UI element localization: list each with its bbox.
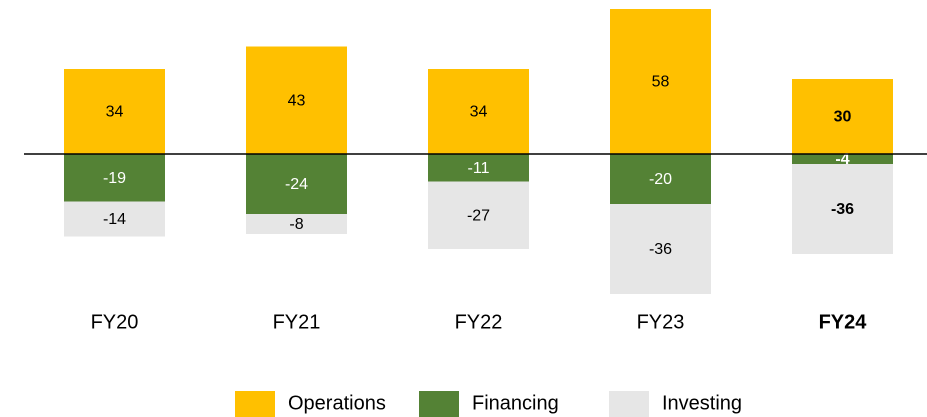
data-label: -36: [831, 201, 854, 218]
data-label: -24: [285, 176, 308, 193]
data-label: -20: [649, 171, 672, 188]
bar-segment: [610, 204, 711, 294]
data-label: -14: [103, 211, 126, 228]
x-tick-label: FY23: [637, 311, 685, 333]
data-label: 58: [652, 74, 670, 91]
legend-swatch: [419, 391, 459, 417]
data-label: -36: [649, 241, 672, 258]
x-tick-label: FY24: [819, 311, 868, 333]
bar-segment: [246, 214, 347, 234]
bar-segment: [246, 46, 347, 154]
bar-segment: [792, 79, 893, 154]
bar-segment: [428, 181, 529, 249]
data-label: -27: [467, 207, 490, 224]
data-label: -11: [468, 160, 490, 177]
bar-segment: [64, 154, 165, 202]
bar-segment: [428, 69, 529, 154]
data-label: -4: [835, 151, 849, 168]
legend-swatch: [609, 391, 649, 417]
bar-segment: [64, 201, 165, 237]
bar-segment: [792, 164, 893, 254]
data-label: -19: [103, 170, 126, 187]
legend-label: Financing: [472, 392, 559, 414]
legend-swatch: [235, 391, 275, 417]
bar-segment: [610, 154, 711, 204]
bar-segment: [610, 9, 711, 154]
legend-label: Operations: [288, 392, 386, 414]
data-label: 34: [470, 104, 488, 121]
data-label: 43: [288, 92, 306, 109]
bar-segment: [246, 154, 347, 214]
data-label: 34: [106, 104, 124, 121]
bar-segment: [792, 154, 893, 164]
legend-label: Investing: [662, 392, 742, 414]
bar-segment: [428, 154, 529, 182]
data-label: 30: [834, 109, 852, 126]
bar-segment: [64, 69, 165, 154]
x-tick-label: FY21: [273, 311, 321, 333]
x-tick-label: FY22: [455, 311, 503, 333]
data-label: -8: [289, 216, 303, 233]
x-tick-label: FY20: [91, 311, 139, 333]
